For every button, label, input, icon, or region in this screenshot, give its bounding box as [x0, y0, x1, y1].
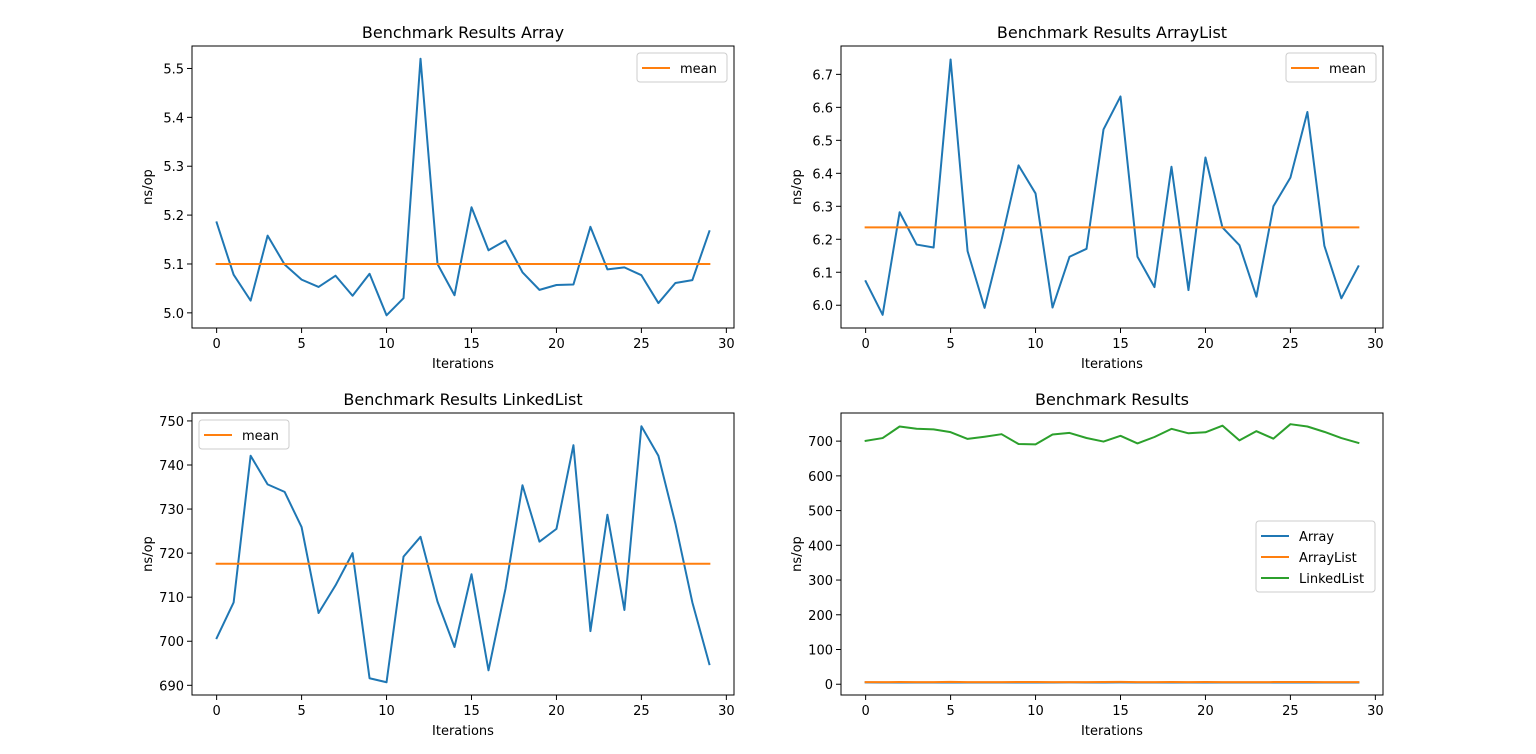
series-line-values: [215, 57, 711, 317]
y-tick-label: 6.3: [812, 200, 833, 215]
y-tick-label: 300: [808, 574, 833, 589]
y-tick-label: 500: [808, 505, 833, 520]
y-tick-label: 400: [808, 539, 833, 554]
y-tick-label: 6.4: [812, 167, 833, 182]
x-tick-label: 30: [718, 704, 735, 719]
x-tick-label: 0: [212, 704, 220, 719]
chart-panel-2: Benchmark Results ArrayList 0 5 10 15 20 25 30 6…: [790, 23, 1384, 372]
x-tick-label: 15: [463, 337, 480, 352]
y-axis-label: ns/op: [790, 536, 805, 572]
x-tick-label: 30: [1367, 704, 1384, 719]
y-tick-label: 690: [159, 679, 184, 694]
legend-label: mean: [242, 429, 279, 444]
y-tick-label: 700: [808, 435, 833, 450]
x-tick-label: 25: [1282, 704, 1299, 719]
y-axis-label: ns/op: [141, 536, 156, 572]
x-tick-label: 20: [1197, 337, 1214, 352]
y-tick-label: 600: [808, 470, 833, 485]
chart-panel-3: Benchmark Results LinkedList 0 5 10 15 20 25 30…: [141, 390, 735, 739]
y-tick-label: 200: [808, 609, 833, 624]
y-tick-label: 6.6: [812, 101, 833, 116]
x-tick-label: 15: [1112, 704, 1129, 719]
chart-title: Benchmark Results LinkedList: [343, 390, 582, 409]
y-tick-label: 5.5: [163, 62, 184, 77]
x-tick-label: 15: [463, 704, 480, 719]
y-tick-label: 5.1: [163, 258, 184, 273]
x-axis-label: Iterations: [1081, 724, 1143, 739]
y-tick-label: 710: [159, 591, 184, 606]
legend: mean: [1285, 52, 1377, 83]
x-tick-label: 10: [1027, 337, 1044, 352]
x-tick-label: 5: [946, 704, 954, 719]
x-tick-label: 15: [1112, 337, 1129, 352]
x-tick-label: 10: [378, 704, 395, 719]
x-tick-label: 10: [378, 337, 395, 352]
chart-title: Benchmark Results: [1035, 390, 1189, 409]
legend-label: Array: [1299, 530, 1334, 545]
x-tick-label: 25: [633, 337, 650, 352]
y-tick-label: 720: [159, 547, 184, 562]
x-tick-label: 25: [1282, 337, 1299, 352]
legend-frame: [636, 52, 728, 83]
y-tick-label: 740: [159, 459, 184, 474]
legend: Array ArrayList LinkedList: [1255, 520, 1376, 593]
y-tick-label: 0: [825, 678, 833, 693]
legend-label: mean: [1329, 62, 1366, 77]
y-tick-label: 750: [159, 415, 184, 430]
axes-frame: [191, 45, 735, 329]
y-tick-label: 100: [808, 644, 833, 659]
chart-title: Benchmark Results Array: [362, 23, 564, 42]
y-axis-label: ns/op: [790, 169, 805, 205]
legend-label: LinkedList: [1299, 572, 1364, 587]
legend-label: ArrayList: [1299, 551, 1357, 566]
x-tick-label: 5: [946, 337, 954, 352]
y-tick-label: 5.2: [163, 209, 184, 224]
legend-frame: [1255, 520, 1376, 593]
axes-frame: [191, 412, 735, 696]
x-axis-label: Iterations: [432, 357, 494, 372]
series-line-values: [864, 58, 1360, 316]
legend-label: mean: [680, 62, 717, 77]
x-tick-label: 0: [861, 337, 869, 352]
x-tick-label: 30: [1367, 337, 1384, 352]
y-tick-label: 5.3: [163, 160, 184, 175]
x-tick-label: 5: [297, 704, 305, 719]
y-tick-label: 6.2: [812, 233, 833, 248]
x-tick-label: 20: [1197, 704, 1214, 719]
y-tick-label: 730: [159, 503, 184, 518]
x-tick-label: 0: [861, 704, 869, 719]
axes-frame: [840, 45, 1384, 329]
legend: mean: [636, 52, 728, 83]
x-tick-label: 20: [548, 704, 565, 719]
series-line-linkedlist: [864, 423, 1360, 446]
y-tick-label: 6.1: [812, 266, 833, 281]
axes-frame: [840, 412, 1384, 696]
y-tick-label: 5.0: [163, 307, 184, 322]
legend-frame: [198, 419, 290, 450]
x-axis-label: Iterations: [1081, 357, 1143, 372]
y-tick-label: 6.0: [812, 299, 833, 314]
x-tick-label: 20: [548, 337, 565, 352]
legend: mean: [198, 419, 290, 450]
y-axis-label: ns/op: [141, 169, 156, 205]
chart-title: Benchmark Results ArrayList: [997, 23, 1227, 42]
chart-panel-1: Benchmark Results Array 0 5 10 15 20 25 30 5.0 5.…: [141, 23, 735, 372]
x-axis-label: Iterations: [432, 724, 494, 739]
x-tick-label: 30: [718, 337, 735, 352]
legend-frame: [1285, 52, 1377, 83]
y-tick-label: 5.4: [163, 111, 184, 126]
x-tick-label: 5: [297, 337, 305, 352]
y-tick-label: 700: [159, 635, 184, 650]
x-tick-label: 10: [1027, 704, 1044, 719]
x-tick-label: 25: [633, 704, 650, 719]
y-tick-label: 6.5: [812, 134, 833, 149]
x-tick-label: 0: [212, 337, 220, 352]
series-line-values: [215, 425, 711, 684]
y-tick-label: 6.7: [812, 68, 833, 83]
